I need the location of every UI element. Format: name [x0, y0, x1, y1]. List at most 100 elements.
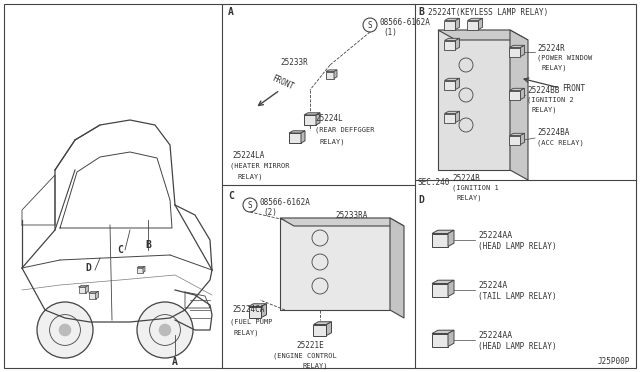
Text: 08566-6162A: 08566-6162A	[380, 17, 431, 26]
Text: FRONT: FRONT	[562, 83, 585, 93]
Polygon shape	[289, 133, 301, 143]
Text: RELAY): RELAY)	[542, 65, 568, 71]
Text: 25224BB: 25224BB	[527, 86, 559, 94]
Text: (REAR DEFFGGER: (REAR DEFFGGER	[315, 127, 374, 133]
Circle shape	[159, 324, 171, 336]
Text: D: D	[418, 195, 424, 205]
Polygon shape	[445, 38, 460, 41]
Polygon shape	[432, 334, 448, 346]
Polygon shape	[509, 135, 520, 144]
Text: (IGNITION 1: (IGNITION 1	[452, 185, 499, 191]
Polygon shape	[137, 267, 143, 273]
Polygon shape	[432, 234, 448, 247]
Polygon shape	[456, 78, 460, 90]
Polygon shape	[143, 266, 145, 273]
Polygon shape	[509, 133, 525, 135]
Text: (TAIL LAMP RELAY): (TAIL LAMP RELAY)	[478, 292, 557, 301]
Text: A: A	[172, 357, 178, 367]
Text: 25224R: 25224R	[537, 44, 564, 52]
Polygon shape	[280, 218, 390, 310]
Text: RELAY): RELAY)	[234, 330, 259, 336]
Polygon shape	[456, 18, 460, 29]
Text: (2): (2)	[263, 208, 277, 217]
Polygon shape	[301, 131, 305, 143]
Circle shape	[60, 324, 70, 336]
Polygon shape	[445, 41, 456, 49]
Text: 25224AA: 25224AA	[478, 330, 512, 340]
Circle shape	[137, 302, 193, 358]
Polygon shape	[445, 113, 456, 122]
Text: 25233R: 25233R	[280, 58, 308, 67]
Polygon shape	[509, 88, 525, 90]
Text: RELAY): RELAY)	[238, 174, 264, 180]
Polygon shape	[334, 70, 337, 78]
Polygon shape	[456, 38, 460, 49]
Polygon shape	[456, 111, 460, 122]
Polygon shape	[326, 71, 334, 78]
Polygon shape	[445, 18, 460, 20]
Text: (HEAD LAMP RELAY): (HEAD LAMP RELAY)	[478, 343, 557, 352]
Polygon shape	[445, 80, 456, 90]
Polygon shape	[448, 330, 454, 346]
Polygon shape	[520, 45, 525, 57]
Text: A: A	[228, 7, 234, 17]
Text: (ENGINE CONTROL: (ENGINE CONTROL	[273, 353, 337, 359]
Text: FRONT: FRONT	[270, 74, 295, 92]
Polygon shape	[445, 20, 456, 29]
Polygon shape	[432, 330, 454, 334]
Text: J25P00P: J25P00P	[598, 357, 630, 366]
Text: SEC.240: SEC.240	[418, 177, 451, 186]
Text: RELAY): RELAY)	[320, 139, 346, 145]
Polygon shape	[326, 70, 337, 71]
Polygon shape	[467, 20, 479, 29]
Text: 25224A: 25224A	[478, 280, 508, 289]
Text: 25224BA: 25224BA	[537, 128, 570, 137]
Text: 25221E: 25221E	[296, 340, 324, 350]
Polygon shape	[88, 291, 99, 293]
Polygon shape	[520, 88, 525, 99]
Polygon shape	[79, 285, 88, 287]
Polygon shape	[86, 285, 88, 293]
Text: 25224LA: 25224LA	[232, 151, 264, 160]
Polygon shape	[510, 30, 528, 180]
Polygon shape	[289, 131, 305, 133]
Polygon shape	[280, 218, 404, 226]
Text: RELAY): RELAY)	[302, 363, 328, 369]
Polygon shape	[432, 280, 454, 283]
Text: (1): (1)	[383, 28, 397, 36]
Text: 25224CA: 25224CA	[232, 305, 264, 314]
Text: B: B	[418, 7, 424, 17]
Text: (FUEL PUMP: (FUEL PUMP	[230, 319, 273, 325]
Circle shape	[37, 302, 93, 358]
Polygon shape	[137, 266, 145, 267]
Polygon shape	[88, 293, 95, 299]
Polygon shape	[479, 18, 483, 29]
Polygon shape	[262, 304, 266, 317]
Text: S: S	[368, 20, 372, 29]
Polygon shape	[248, 304, 266, 307]
Polygon shape	[326, 322, 332, 336]
Text: C: C	[228, 191, 234, 201]
Text: (HEATER MIRROR: (HEATER MIRROR	[230, 163, 289, 169]
Polygon shape	[95, 291, 99, 299]
Polygon shape	[448, 230, 454, 247]
Text: (ACC RELAY): (ACC RELAY)	[537, 140, 584, 146]
Text: B: B	[145, 240, 151, 250]
Polygon shape	[390, 218, 404, 318]
Polygon shape	[467, 18, 483, 20]
Polygon shape	[314, 324, 326, 336]
Text: 25224B: 25224B	[452, 173, 480, 183]
Text: RELAY): RELAY)	[532, 107, 557, 113]
Polygon shape	[520, 133, 525, 144]
Text: 08566-6162A: 08566-6162A	[260, 198, 311, 206]
Polygon shape	[432, 283, 448, 296]
Polygon shape	[316, 113, 320, 125]
Polygon shape	[445, 111, 460, 113]
Polygon shape	[304, 115, 316, 125]
Polygon shape	[432, 230, 454, 234]
Polygon shape	[509, 45, 525, 48]
Text: RELAY): RELAY)	[457, 195, 483, 201]
Text: 25224T(KEYLESS LAMP RELAY): 25224T(KEYLESS LAMP RELAY)	[428, 7, 548, 16]
Polygon shape	[248, 307, 262, 317]
Polygon shape	[314, 322, 332, 324]
